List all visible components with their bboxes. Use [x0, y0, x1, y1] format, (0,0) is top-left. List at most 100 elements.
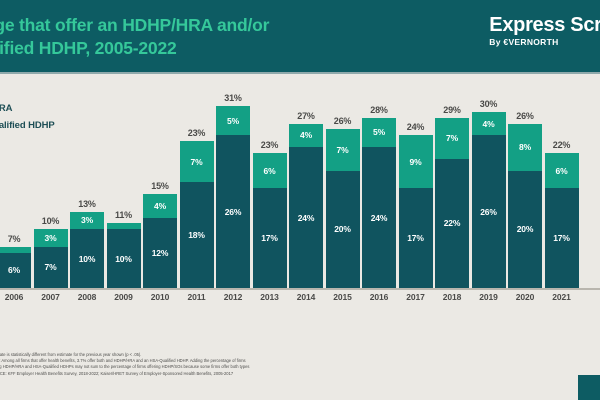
stacked-bar[interactable]: 4% 26%	[471, 111, 506, 288]
bar-segment-hsa-qualified-hdhp[interactable]: 7%	[33, 246, 68, 288]
bar-segment-hsa-qualified-hdhp[interactable]: 10%	[70, 229, 104, 288]
x-axis-tick-label: 2009	[114, 292, 133, 302]
stacked-bar[interactable]: 7% 18%	[179, 141, 214, 288]
bar-segment-value-hsa-qualified-hdhp: 6%	[8, 265, 20, 276]
bar-group[interactable]: 10%	[106, 223, 141, 288]
bar-total-value: 26%	[516, 110, 534, 121]
page-title-line-1: Percentage that offer an HDHP/HRA and/or	[0, 15, 270, 35]
stacked-bar[interactable]: 4% 12%	[143, 194, 177, 288]
stacked-bar[interactable]: 3% 7%	[33, 229, 68, 288]
stacked-bar[interactable]: 4% 24%	[289, 123, 323, 288]
bar-segment-value-hdhp-hra: 6%	[555, 165, 568, 176]
bar-group[interactable]: 8% 20%	[508, 123, 542, 288]
bar-segment-hsa-qualified-hdhp[interactable]: 20%	[325, 170, 360, 288]
x-axis-tick-label: 2018	[442, 292, 462, 302]
bar-segment-hsa-qualified-hdhp[interactable]: 6%	[0, 252, 31, 288]
bar-segment-hsa-qualified-hdhp[interactable]: 17%	[544, 188, 579, 288]
bar-segment-value-hdhp-hra: 4%	[482, 118, 495, 129]
bar-total-value: 29%	[443, 104, 461, 115]
bar-segment-hdhp-hra[interactable]: 8%	[508, 123, 542, 171]
bar-segment-value-hdhp-hra: 8%	[519, 142, 531, 153]
bar-group[interactable]: 6%	[0, 246, 31, 288]
bar-segment-hsa-qualified-hdhp[interactable]: 24%	[362, 147, 396, 288]
bar-segment-hdhp-hra[interactable]: 4%	[289, 123, 323, 148]
bar-segment-hdhp-hra[interactable]: 9%	[398, 135, 433, 189]
bar-segment-value-hdhp-hra: 7%	[190, 156, 203, 167]
bar-segment-hsa-qualified-hdhp[interactable]: 18%	[179, 182, 214, 288]
bar-segment-hsa-qualified-hdhp[interactable]: 22%	[435, 158, 469, 288]
bar-segment-hdhp-hra[interactable]: 7%	[435, 117, 469, 159]
bar-segment-hsa-qualified-hdhp[interactable]: 24%	[289, 147, 323, 288]
bar-segment-hsa-qualified-hdhp[interactable]: 17%	[398, 188, 433, 288]
bar-segment-hdhp-hra[interactable]: 6%	[252, 152, 287, 189]
bar-total-value: 23%	[187, 128, 206, 139]
bar-segment-value-hsa-qualified-hdhp: 20%	[516, 224, 534, 235]
bar-segment-hdhp-hra[interactable]: 3%	[70, 211, 104, 230]
bar-segment-hdhp-hra[interactable]: 4%	[143, 194, 177, 218]
bar-segment-hdhp-hra[interactable]: 4%	[471, 111, 506, 136]
bar-segment-value-hdhp-hra: 5%	[373, 127, 385, 138]
bar-group[interactable]: 5% 26%	[216, 106, 250, 288]
bar-group[interactable]: 9% 17%	[398, 135, 433, 288]
bar-segment-hsa-qualified-hdhp[interactable]: 26%	[471, 135, 506, 288]
bar-total-value: 13%	[78, 198, 96, 209]
legend-item-hsa-qualified-hdhp: HSA-Qualified HDHP	[0, 117, 55, 134]
bar-segment-hdhp-hra[interactable]: 3%	[33, 229, 68, 247]
stacked-bar[interactable]: 9% 17%	[398, 135, 433, 288]
bar-group[interactable]: 4% 26%	[471, 111, 506, 288]
bar-group[interactable]: 5% 24%	[362, 117, 396, 288]
bar-segment-hsa-qualified-hdhp[interactable]: 12%	[143, 217, 177, 288]
bar-segment-hdhp-hra[interactable]: 5%	[216, 106, 250, 136]
bar-group[interactable]: 4% 12%	[143, 194, 177, 288]
bar-group[interactable]: 4% 24%	[289, 123, 323, 288]
bar-group[interactable]: 7% 18%	[179, 141, 214, 288]
bar-total-value: 26%	[333, 116, 352, 127]
stacked-bar[interactable]: 10%	[106, 223, 141, 288]
stacked-bar[interactable]: 7% 20%	[325, 129, 360, 288]
bar-segment-value-hdhp-hra: 5%	[227, 115, 239, 126]
bar-group[interactable]: 3% 7%	[33, 229, 68, 288]
bar-segment-value-hsa-qualified-hdhp: 10%	[78, 253, 96, 264]
bar-chart-plot-area: 6% 7% 3% 7% 10% 3% 10% 13% 10% 11% 4% 12% 15% 7% 18% 23…	[0, 88, 600, 288]
bar-segment-hsa-qualified-hdhp[interactable]: 10%	[106, 229, 141, 288]
bar-segment-value-hdhp-hra: 3%	[81, 215, 93, 226]
bar-group[interactable]: 7% 22%	[435, 117, 469, 288]
bar-segment-hsa-qualified-hdhp[interactable]: 17%	[252, 188, 287, 288]
legend-label-hsa-qualified-hdhp: HSA-Qualified HDHP	[0, 120, 55, 131]
header-divider	[0, 72, 600, 74]
bar-segment-value-hdhp-hra: 3%	[44, 233, 57, 244]
stacked-bar[interactable]: 5% 24%	[362, 117, 396, 288]
x-axis-tick-label: 2016	[369, 292, 389, 302]
bar-segment-hsa-qualified-hdhp[interactable]: 20%	[508, 170, 542, 288]
stacked-bar[interactable]: 8% 20%	[508, 123, 542, 288]
bar-segment-hdhp-hra[interactable]: 5%	[362, 117, 396, 148]
x-axis-tick-label: 2021	[552, 292, 571, 302]
x-axis-tick-label: 2019	[479, 292, 498, 302]
bar-segment-hdhp-hra[interactable]	[0, 246, 31, 253]
bar-segment-hdhp-hra[interactable]	[106, 223, 141, 230]
bar-segment-value-hsa-qualified-hdhp: 24%	[370, 212, 388, 223]
bar-group[interactable]: 6% 17%	[252, 152, 287, 288]
bar-segment-hdhp-hra[interactable]: 6%	[544, 152, 579, 189]
stacked-bar[interactable]: 6% 17%	[252, 152, 287, 288]
bar-segment-value-hsa-qualified-hdhp: 17%	[261, 233, 278, 244]
bar-segment-value-hdhp-hra: 6%	[263, 165, 276, 176]
bar-segment-hdhp-hra[interactable]: 7%	[179, 141, 214, 183]
footnote-line: NOTE: Among all firms that offer health …	[0, 358, 246, 364]
chart-legend: HDHP/HRA HSA-Qualified HDHP	[0, 100, 55, 134]
stacked-bar[interactable]: 7% 22%	[435, 117, 469, 288]
x-axis-tick-label: 2017	[406, 292, 425, 302]
bar-group[interactable]: 6% 17%	[544, 152, 579, 288]
stacked-bar[interactable]: 6%	[0, 246, 31, 288]
bar-total-value: 28%	[370, 104, 388, 115]
bar-group[interactable]: 7% 20%	[325, 129, 360, 288]
bar-segment-hdhp-hra[interactable]: 7%	[325, 129, 360, 171]
stacked-bar[interactable]: 6% 17%	[544, 152, 579, 288]
bar-segment-value-hdhp-hra: 7%	[336, 145, 349, 156]
stacked-bar[interactable]: 3% 10%	[70, 211, 104, 288]
x-axis-tick-label: 2010	[150, 292, 170, 302]
bar-segment-hsa-qualified-hdhp[interactable]: 26%	[216, 135, 250, 288]
x-axis-tick-label: 2008	[77, 292, 97, 302]
bar-group[interactable]: 3% 10%	[70, 211, 104, 288]
stacked-bar[interactable]: 5% 26%	[216, 106, 250, 288]
